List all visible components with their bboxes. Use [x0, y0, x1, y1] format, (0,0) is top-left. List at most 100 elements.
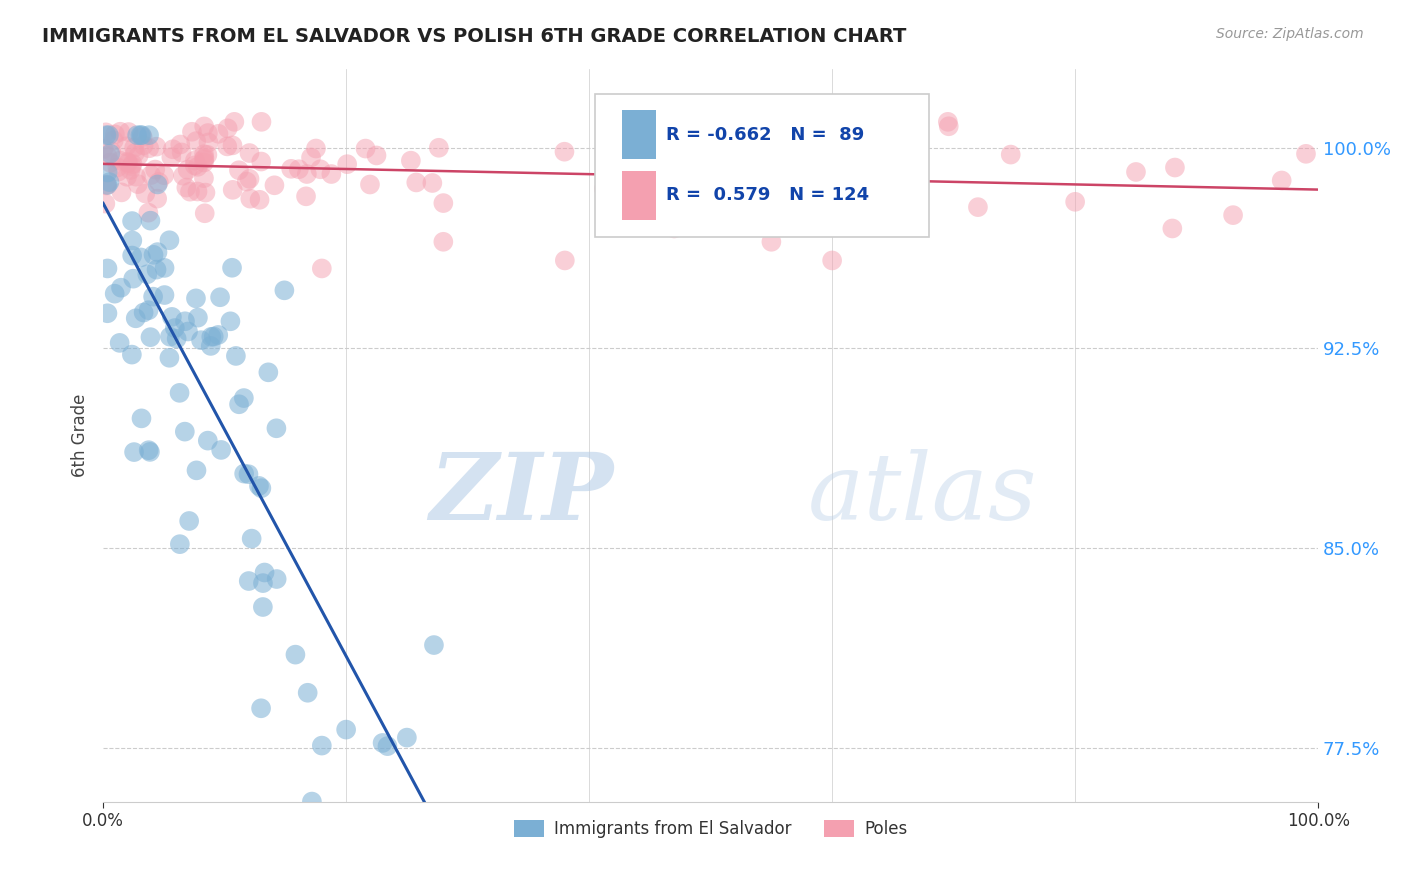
Point [98, 175, 121, 189]
Point [107, 164, 129, 178]
Point [136, 267, 159, 281]
Point [100, 145, 122, 159]
Point [193, 171, 215, 186]
Point [138, 443, 160, 458]
Point [187, 160, 209, 174]
Point [399, 153, 422, 168]
Point [138, 205, 160, 219]
Point [98, 146, 121, 161]
Point [193, 120, 215, 134]
Point [153, 168, 176, 182]
Point [305, 141, 328, 155]
Point [138, 303, 160, 318]
Point [366, 148, 388, 162]
Point [592, 182, 614, 196]
Point [115, 139, 138, 153]
Text: R =  0.579   N = 124: R = 0.579 N = 124 [665, 186, 869, 204]
Point [93, 142, 115, 156]
Point [311, 261, 333, 276]
Point [179, 514, 201, 528]
Point [125, 169, 148, 184]
Point [132, 305, 155, 319]
Point [249, 193, 271, 207]
Point [179, 185, 201, 199]
Point [297, 686, 319, 700]
Point [96, 178, 118, 192]
Point [146, 245, 169, 260]
Point [181, 125, 204, 139]
Point [174, 314, 197, 328]
Point [176, 162, 198, 177]
Point [354, 142, 377, 156]
Point [209, 290, 232, 304]
Point [821, 253, 844, 268]
Point [295, 189, 318, 203]
Point [239, 192, 262, 206]
Point [105, 161, 128, 175]
Point [224, 115, 246, 129]
Point [160, 150, 183, 164]
Point [1295, 146, 1317, 161]
Text: atlas: atlas [808, 449, 1038, 539]
Point [252, 576, 274, 591]
Point [121, 248, 143, 262]
Point [190, 333, 212, 347]
Point [139, 213, 162, 227]
Point [121, 348, 143, 362]
Point [194, 186, 217, 200]
Point [117, 156, 139, 170]
Point [117, 125, 139, 139]
Point [170, 145, 193, 160]
Point [104, 286, 127, 301]
Point [138, 128, 160, 143]
Point [186, 463, 208, 477]
Point [252, 599, 274, 614]
Point [432, 196, 454, 211]
Point [104, 128, 127, 142]
Point [197, 434, 219, 448]
Point [153, 288, 176, 302]
Point [145, 262, 167, 277]
Point [142, 290, 165, 304]
Bar [621, 111, 657, 160]
Point [172, 169, 194, 183]
Point [967, 200, 990, 214]
Point [238, 146, 260, 161]
Point [1222, 208, 1244, 222]
Point [1125, 165, 1147, 179]
Point [121, 234, 143, 248]
Point [110, 186, 132, 200]
Point [94, 196, 117, 211]
Point [233, 467, 256, 481]
Point [115, 169, 138, 184]
Point [120, 159, 142, 173]
Point [288, 162, 311, 177]
Point [295, 167, 318, 181]
Point [197, 126, 219, 140]
Point [127, 128, 149, 143]
Point [695, 115, 717, 129]
Point [263, 178, 285, 193]
Point [311, 739, 333, 753]
Point [139, 330, 162, 344]
Point [98, 155, 121, 169]
Point [266, 572, 288, 586]
Point [761, 235, 783, 249]
Point [228, 163, 250, 178]
Text: IMMIGRANTS FROM EL SALVADOR VS POLISH 6TH GRADE CORRELATION CHART: IMMIGRANTS FROM EL SALVADOR VS POLISH 6T… [42, 27, 907, 45]
Point [724, 123, 747, 137]
Point [309, 162, 332, 177]
Point [94, 125, 117, 139]
Point [235, 175, 257, 189]
Point [219, 314, 242, 328]
Point [124, 145, 146, 160]
Point [280, 161, 302, 176]
Point [359, 178, 381, 192]
Point [146, 192, 169, 206]
Point [427, 141, 450, 155]
Point [96, 178, 118, 193]
Point [207, 127, 229, 141]
Point [110, 125, 132, 139]
Point [228, 397, 250, 411]
Point [238, 171, 260, 186]
